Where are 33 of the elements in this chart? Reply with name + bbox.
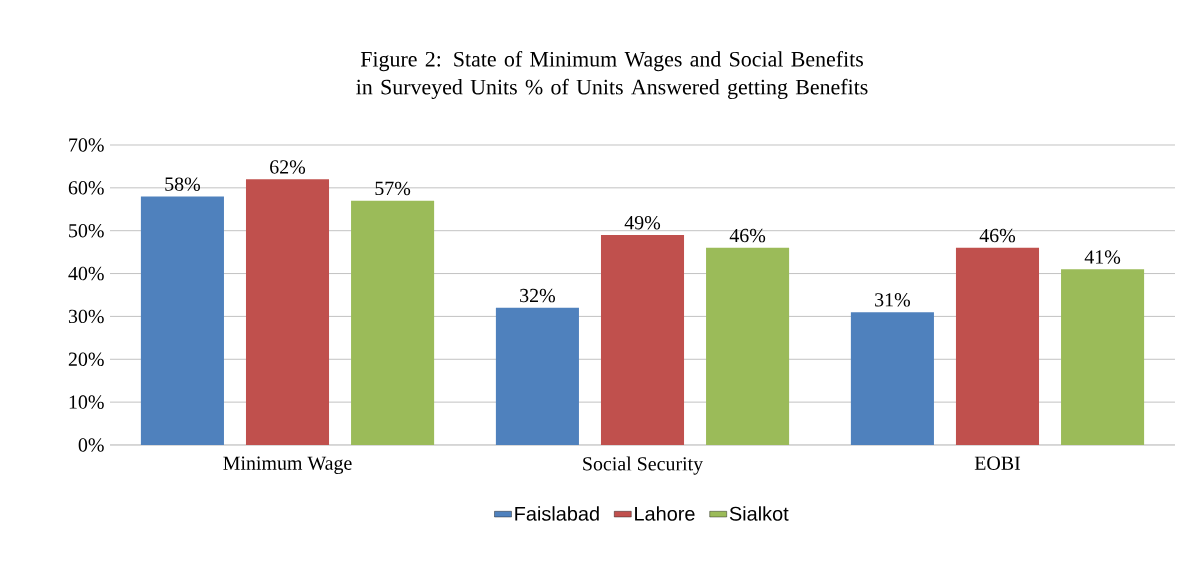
bar <box>600 234 685 445</box>
x-tick-label: Social Security <box>583 456 704 475</box>
y-tick-label: 10% <box>69 395 104 409</box>
data-label: 31% <box>875 293 910 307</box>
data-label: 49% <box>624 215 661 230</box>
y-tick-label: 0% <box>78 438 104 452</box>
legend-label: Lahore <box>635 506 695 521</box>
data-label: 46% <box>979 228 1016 243</box>
data-label: 57% <box>375 181 411 196</box>
data-label: 32% <box>520 288 556 303</box>
legend-label: Faislabad <box>515 506 599 521</box>
y-tick-label: 30% <box>68 309 104 324</box>
x-tick-label: Minimum Wage <box>223 456 352 474</box>
y-tick-label: 40% <box>68 266 104 281</box>
bar <box>706 247 790 445</box>
bar <box>245 179 330 445</box>
bar <box>850 312 934 445</box>
y-tick-label: 60% <box>68 181 104 195</box>
y-tick-label: 20% <box>68 352 104 367</box>
bar <box>955 247 1040 445</box>
data-label: 58% <box>165 177 201 191</box>
data-label: 62% <box>270 160 306 174</box>
bar <box>351 200 435 445</box>
data-label: 46% <box>729 228 766 243</box>
legend-label: Sialkot <box>729 506 789 521</box>
bar <box>1061 269 1145 445</box>
data-label: 41% <box>1084 250 1121 264</box>
chart-title: Figure 2: State of Minimum Wages and Social Benefits in Surveyed Units % of Units Answered getting Benefits <box>356 50 868 100</box>
y-tick-label: 70% <box>69 138 104 152</box>
bar <box>140 196 224 445</box>
y-tick-label: 50% <box>69 223 104 238</box>
bar <box>495 307 579 445</box>
x-tick-label: EOBI <box>974 456 1021 470</box>
